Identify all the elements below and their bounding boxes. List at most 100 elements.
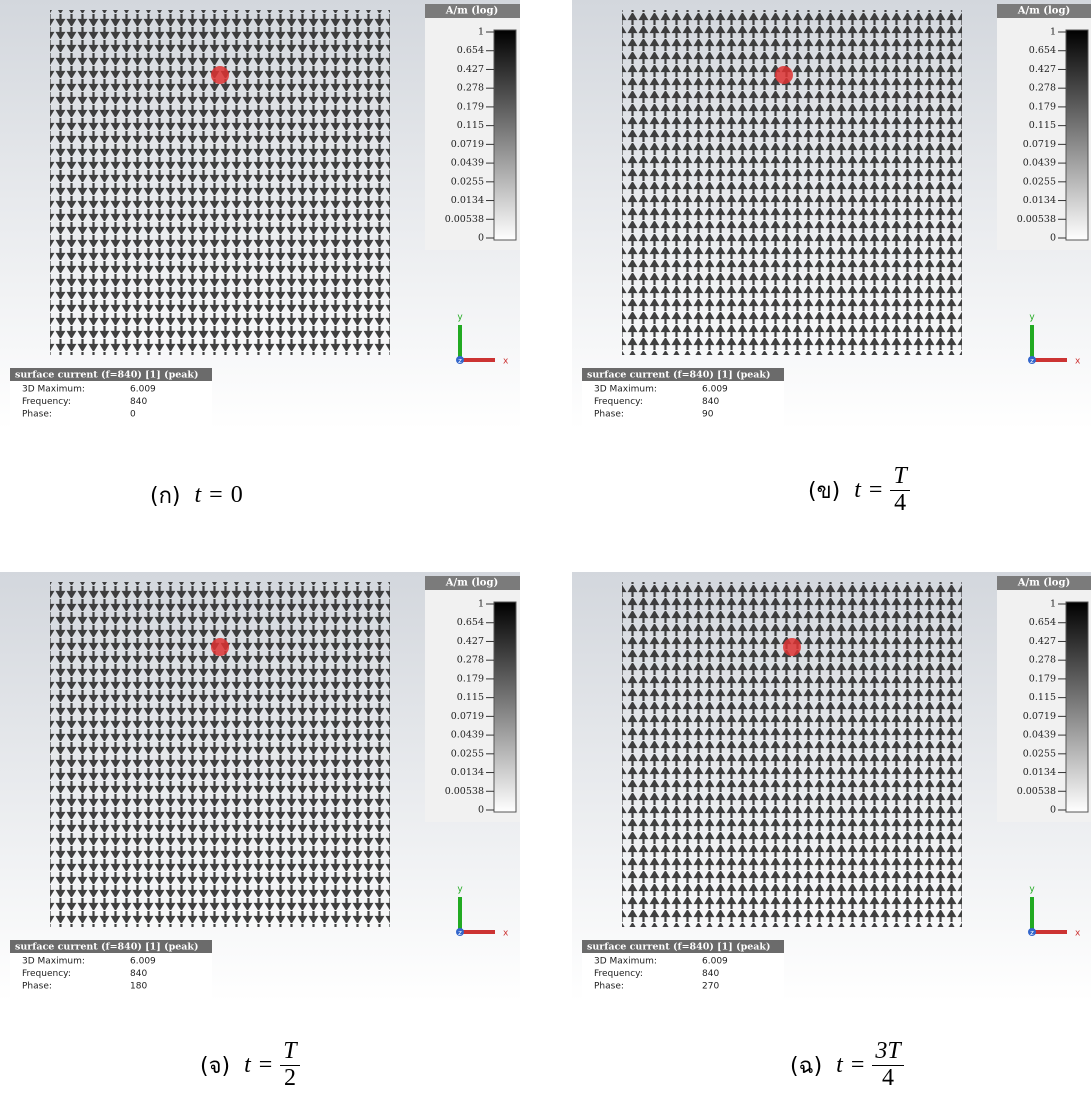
color-scale bbox=[493, 601, 517, 813]
simulation-screenshot: A/m (log) 1 0.654 0.427 0.278 0.179 0.115 0.071… bbox=[572, 572, 1091, 1002]
scale-tick-label: 0.427 bbox=[457, 64, 484, 75]
info-value: 6.009 bbox=[130, 385, 156, 395]
scale-tick-label: 0.0719 bbox=[1023, 711, 1056, 722]
scale-tick-label: 1 bbox=[1050, 599, 1056, 610]
info-title-bar bbox=[10, 368, 212, 381]
scale-tick-label: 1 bbox=[1050, 27, 1056, 38]
fraction: 3T 4 bbox=[872, 1039, 904, 1091]
info-value: 840 bbox=[130, 397, 147, 407]
scale-tick-label: 0.654 bbox=[1029, 617, 1056, 628]
scale-tick-label: 0.0134 bbox=[451, 767, 484, 778]
equation-sign: = bbox=[850, 1051, 865, 1078]
current-field bbox=[50, 582, 390, 927]
axis-label: x bbox=[503, 357, 509, 367]
info-title: surface current (f=840) [1] (peak) bbox=[15, 370, 198, 381]
color-scale bbox=[493, 29, 517, 241]
info-label: Frequency: bbox=[594, 397, 643, 407]
info-value: 180 bbox=[130, 982, 147, 992]
legend-title-bar bbox=[997, 4, 1091, 18]
axis-label: x bbox=[1075, 357, 1081, 367]
equation-sign: = bbox=[209, 481, 223, 508]
z-axis-dot bbox=[456, 356, 464, 364]
info-label: 3D Maximum: bbox=[594, 957, 657, 967]
caption-label: (จ) bbox=[200, 1053, 231, 1079]
scale-tick-label: 0.0255 bbox=[451, 748, 484, 759]
equation-sign: = bbox=[258, 1051, 273, 1078]
scale-tick-label: 0.00538 bbox=[1017, 214, 1056, 225]
legend-title: A/m (log) bbox=[445, 6, 498, 17]
scale-tick-label: 0.654 bbox=[457, 617, 484, 628]
scale-tick-label: 0.654 bbox=[1029, 45, 1056, 56]
panel-caption: (ก) t = 0 bbox=[150, 465, 243, 525]
info-title-bar bbox=[582, 940, 784, 953]
current-field bbox=[50, 10, 390, 355]
axis-label: y bbox=[1029, 313, 1035, 323]
fraction-denominator: 4 bbox=[894, 489, 907, 516]
equation: t = 0 bbox=[195, 482, 243, 509]
info-title-bar bbox=[10, 940, 212, 953]
equation: t = T 4 bbox=[854, 464, 910, 515]
info-label: 3D Maximum: bbox=[22, 957, 85, 967]
current-field bbox=[622, 10, 962, 355]
axis-label: z bbox=[458, 357, 462, 365]
scale-tick-label: 0 bbox=[1050, 805, 1056, 816]
scale-tick-label: 0 bbox=[1050, 233, 1056, 244]
caption-label: (ข) bbox=[808, 478, 841, 504]
fraction-numerator: 3T bbox=[872, 1039, 904, 1066]
info-label: 3D Maximum: bbox=[22, 385, 85, 395]
info-value: 840 bbox=[702, 397, 719, 407]
simulation-screenshot: A/m (log) 1 0.654 0.427 0.278 0.179 0.115 0.071… bbox=[0, 572, 520, 1002]
panel-caption: (ข) t = T 4 bbox=[808, 460, 910, 520]
info-value: 6.009 bbox=[130, 957, 156, 967]
axis-label: z bbox=[1030, 357, 1034, 365]
simulation-screenshot: A/m (log) 1 0.654 0.427 0.278 0.179 0.115 0.071… bbox=[0, 0, 520, 430]
scale-tick-label: 0.654 bbox=[457, 45, 484, 56]
scale-tick-label: 0.427 bbox=[457, 636, 484, 647]
info-title: surface current (f=840) [1] (peak) bbox=[15, 942, 198, 953]
caption-label: (ฉ) bbox=[790, 1053, 823, 1079]
info-title-bar bbox=[582, 368, 784, 381]
scale-tick-label: 0 bbox=[478, 805, 484, 816]
scale-tick-label: 0.278 bbox=[1029, 655, 1056, 666]
panel-caption: (จ) t = T 2 bbox=[200, 1035, 300, 1095]
scale-tick-label: 0 bbox=[478, 233, 484, 244]
feed-point bbox=[211, 638, 229, 656]
feed-point bbox=[783, 638, 801, 656]
info-body bbox=[10, 953, 212, 998]
fraction-denominator: 2 bbox=[283, 1064, 296, 1091]
legend-title-bar bbox=[997, 576, 1091, 590]
info-label: Phase: bbox=[22, 410, 52, 420]
axis-label: x bbox=[503, 929, 509, 939]
info-label: 3D Maximum: bbox=[594, 385, 657, 395]
scale-tick-label: 0.00538 bbox=[445, 214, 484, 225]
panel-caption: (ฉ) t = 3T 4 bbox=[790, 1035, 904, 1095]
info-value: 270 bbox=[702, 982, 719, 992]
info-body bbox=[582, 381, 784, 426]
axis-label: y bbox=[457, 885, 463, 895]
info-value: 0 bbox=[130, 410, 136, 420]
info-value: 840 bbox=[702, 969, 719, 979]
scale-tick-label: 0.278 bbox=[457, 83, 484, 94]
info-label: Frequency: bbox=[22, 397, 71, 407]
equation-lhs: t bbox=[836, 1051, 843, 1078]
info-label: Phase: bbox=[22, 982, 52, 992]
scale-tick-label: 0.0255 bbox=[451, 176, 484, 187]
fraction-denominator: 4 bbox=[882, 1064, 895, 1091]
scale-tick-label: 0.115 bbox=[1029, 120, 1056, 131]
info-body bbox=[582, 953, 784, 998]
scale-tick-label: 0.278 bbox=[457, 655, 484, 666]
equation-lhs: t bbox=[244, 1051, 251, 1078]
info-title: surface current (f=840) [1] (peak) bbox=[587, 942, 770, 953]
scale-tick-label: 0.0134 bbox=[451, 195, 484, 206]
axis-label: y bbox=[1029, 885, 1035, 895]
scale-tick-label: 0.115 bbox=[457, 120, 484, 131]
fraction-numerator: T bbox=[890, 464, 910, 491]
info-value: 6.009 bbox=[702, 385, 728, 395]
scale-tick-label: 0.0255 bbox=[1023, 176, 1056, 187]
scale-tick-label: 0.115 bbox=[1029, 692, 1056, 703]
scale-tick-label: 1 bbox=[478, 27, 484, 38]
axis-label: y bbox=[457, 313, 463, 323]
scale-tick-label: 0.0719 bbox=[451, 139, 484, 150]
feed-point bbox=[211, 66, 229, 84]
